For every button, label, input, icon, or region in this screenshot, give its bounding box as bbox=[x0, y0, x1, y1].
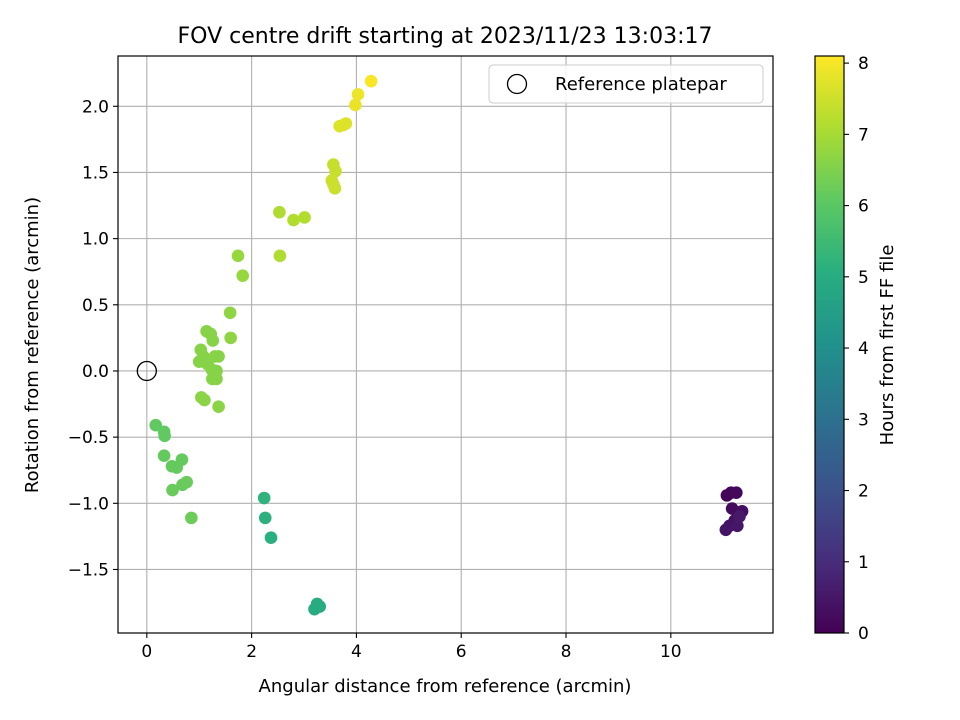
y-tick-label: −1.5 bbox=[68, 560, 109, 580]
legend-label: Reference platepar bbox=[555, 74, 727, 95]
reference-marker bbox=[136, 360, 157, 382]
y-tick-label: 1.5 bbox=[82, 163, 109, 183]
scatter-point bbox=[166, 483, 179, 497]
scatter-point bbox=[175, 453, 189, 466]
scatter-point bbox=[273, 249, 287, 263]
scatter-point bbox=[185, 511, 198, 525]
y-tick-label: 2.0 bbox=[82, 97, 109, 117]
scatter-point bbox=[224, 331, 237, 345]
y-axis-ticks: −1.5 −1.0 −0.5 0.0 0.5 1.0 1.5 2.0 bbox=[68, 97, 118, 580]
colorbar-tick-label: 3 bbox=[858, 410, 869, 430]
y-tick-label: 0.0 bbox=[82, 362, 109, 382]
y-tick-label: 1.0 bbox=[82, 230, 109, 250]
colorbar-gradient bbox=[814, 55, 845, 634]
scatter-point bbox=[364, 74, 378, 88]
data-points bbox=[149, 74, 749, 616]
reference-platepar-point bbox=[136, 360, 157, 382]
scatter-point bbox=[264, 531, 278, 545]
scatter-point bbox=[198, 393, 211, 407]
scatter-point bbox=[257, 491, 271, 505]
x-tick-label: 2 bbox=[246, 642, 257, 662]
x-tick-label: 10 bbox=[660, 642, 682, 662]
chart-title: FOV centre drift starting at 2023/11/23 … bbox=[178, 24, 713, 49]
grid-lines bbox=[118, 56, 773, 633]
scatter-point bbox=[349, 98, 362, 112]
scatter-point bbox=[287, 213, 300, 227]
x-tick-label: 4 bbox=[351, 642, 362, 662]
scatter-point bbox=[719, 523, 733, 537]
scatter-point bbox=[313, 600, 327, 613]
scatter-point bbox=[212, 350, 225, 363]
x-axis-ticks: 0 2 4 6 8 10 bbox=[141, 633, 682, 662]
scatter-point bbox=[298, 211, 311, 224]
y-tick-label: −0.5 bbox=[68, 428, 109, 448]
colorbar-tick-label: 5 bbox=[858, 268, 869, 288]
scatter-point bbox=[223, 306, 237, 320]
scatter-point bbox=[258, 511, 272, 525]
colorbar-tick-label: 0 bbox=[858, 624, 869, 644]
colorbar-tick-label: 1 bbox=[858, 553, 869, 573]
colorbar-tick-label: 7 bbox=[858, 125, 869, 145]
scatter-point bbox=[733, 510, 746, 523]
scatter-point bbox=[730, 486, 743, 500]
plot-frame bbox=[117, 55, 774, 634]
legend: Reference platepar bbox=[488, 64, 764, 104]
x-tick-label: 0 bbox=[141, 642, 152, 662]
scatter-point bbox=[328, 182, 342, 195]
scatter-point bbox=[158, 429, 171, 443]
y-tick-label: −1.0 bbox=[68, 494, 109, 514]
scatter-point bbox=[273, 205, 286, 219]
scatter-point bbox=[351, 88, 365, 101]
scatter-point bbox=[157, 449, 171, 462]
scatter-point bbox=[231, 249, 245, 263]
colorbar: 0 1 2 3 4 5 6 7 8 Hours from first FF file bbox=[814, 54, 898, 644]
legend-marker-icon bbox=[506, 73, 528, 95]
colorbar-ticks: 0 1 2 3 4 5 6 7 8 bbox=[844, 54, 869, 644]
y-axis-label: Rotation from reference (arcmin) bbox=[22, 197, 43, 493]
x-tick-label: 8 bbox=[561, 642, 572, 662]
x-axis-label: Angular distance from reference (arcmin) bbox=[259, 676, 632, 697]
colorbar-tick-label: 2 bbox=[858, 482, 869, 502]
colorbar-label: Hours from first FF file bbox=[877, 245, 898, 446]
scatter-point bbox=[176, 478, 189, 492]
scatter-point bbox=[236, 269, 250, 282]
scatter-point bbox=[212, 400, 225, 413]
colorbar-tick-label: 6 bbox=[858, 197, 869, 217]
plot-background bbox=[118, 56, 773, 633]
x-tick-label: 6 bbox=[456, 642, 467, 662]
scatter-point bbox=[339, 117, 353, 130]
scatter-point bbox=[206, 334, 220, 347]
y-tick-label: 0.5 bbox=[82, 296, 109, 316]
legend-box bbox=[488, 64, 764, 104]
scatter-point bbox=[210, 372, 223, 386]
colorbar-tick-label: 4 bbox=[858, 339, 869, 359]
colorbar-tick-label: 8 bbox=[858, 54, 869, 74]
